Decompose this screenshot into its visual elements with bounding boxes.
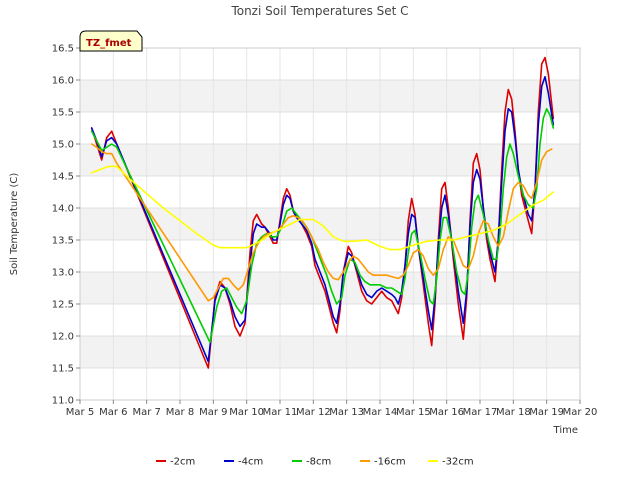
- x-tick-label: Mar 9: [199, 407, 227, 418]
- x-tick-label: Mar 8: [166, 407, 194, 418]
- series-line-minus-32cm: [90, 165, 555, 251]
- y-axis-ticks: 11.0 11.5 12.0 12.5 13.0 13.5 14.0 14.5 15.0 15.5…: [52, 44, 80, 407]
- series-lines: [90, 56, 555, 369]
- badge-shape: [79, 30, 143, 52]
- y-tick-label: 16.5: [52, 44, 74, 55]
- y-tick-label: 15.0: [52, 140, 74, 151]
- series-line-minus-4cm: [90, 76, 555, 363]
- x-tick-label: Mar 19: [529, 407, 564, 418]
- legend-label: -4cm: [238, 457, 263, 468]
- legend-item: -16cm: [360, 457, 406, 468]
- x-tick-label: Mar 20: [563, 407, 598, 418]
- x-axis-label: Time: [553, 425, 578, 436]
- grid-band: [80, 336, 580, 368]
- y-tick-label: 13.0: [52, 268, 74, 279]
- x-tick-label: Mar 6: [99, 407, 127, 418]
- legend: -2cm -4cm -8cm -16cm -32cm: [156, 457, 474, 468]
- x-tick-label: Mar 11: [263, 407, 298, 418]
- y-tick-label: 14.5: [52, 172, 74, 183]
- grid-band: [80, 80, 580, 112]
- x-tick-label: Mar 17: [463, 407, 498, 418]
- plot-area-border: [79, 47, 581, 401]
- y-tick-label: 12.5: [52, 300, 74, 311]
- y-tick-label: 16.0: [52, 76, 74, 87]
- x-tick-label: Mar 18: [496, 407, 531, 418]
- legend-label: -16cm: [374, 457, 406, 468]
- tz-fmet-badge: TZ_fmet: [79, 30, 143, 52]
- y-tick-label: 11.0: [52, 396, 74, 407]
- grid-band: [80, 144, 580, 176]
- y-tick-label: 12.0: [52, 332, 74, 343]
- legend-item: -8cm: [292, 457, 331, 468]
- legend-label: -32cm: [442, 457, 474, 468]
- y-tick-label: 11.5: [52, 364, 74, 375]
- chart-title: Tonzi Soil Temperatures Set C: [230, 4, 408, 18]
- x-tick-label: Mar 10: [229, 407, 264, 418]
- y-tick-label: 15.5: [52, 108, 74, 119]
- legend-item: -2cm: [156, 457, 195, 468]
- x-tick-label: Mar 12: [296, 407, 331, 418]
- x-tick-label: Mar 14: [363, 407, 398, 418]
- x-tick-label: Mar 7: [132, 407, 160, 418]
- x-tick-label: Mar 5: [66, 407, 94, 418]
- x-tick-label: Mar 16: [429, 407, 464, 418]
- y-tick-label: 13.5: [52, 236, 74, 247]
- legend-label: -2cm: [170, 457, 195, 468]
- legend-item: -32cm: [428, 457, 474, 468]
- x-tick-label: Mar 15: [396, 407, 431, 418]
- series-line-minus-16cm: [90, 143, 553, 302]
- x-tick-label: Mar 13: [329, 407, 364, 418]
- legend-item: -4cm: [224, 457, 263, 468]
- y-tick-label: 14.0: [52, 204, 74, 215]
- grid-bands: [80, 80, 580, 368]
- legend-label: -8cm: [306, 457, 331, 468]
- badge-label: TZ_fmet: [86, 38, 132, 49]
- y-axis-label: Soil Temperature (C): [9, 173, 20, 276]
